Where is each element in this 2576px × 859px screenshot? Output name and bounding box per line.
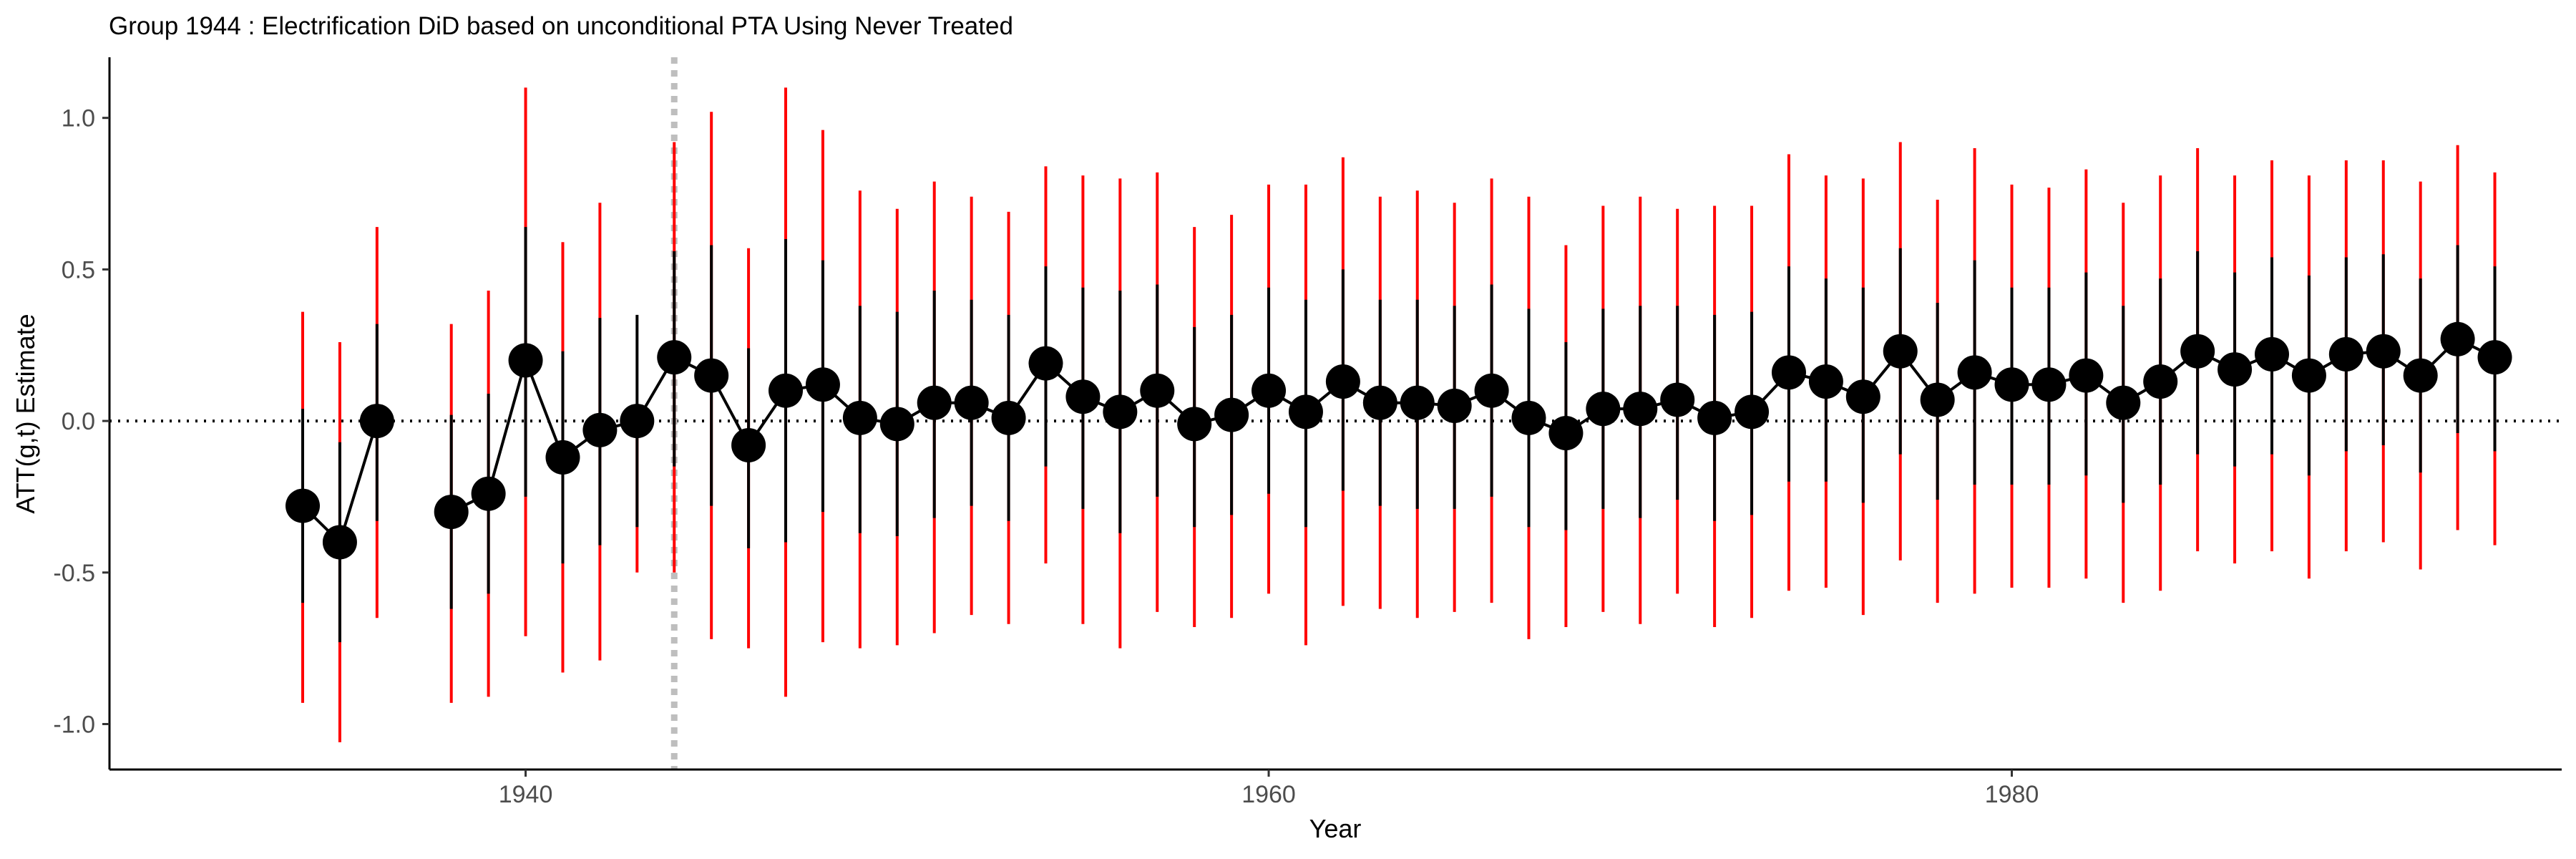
estimate-point	[1845, 379, 1880, 414]
estimate-point	[2180, 334, 2215, 369]
estimate-point	[769, 373, 804, 408]
estimate-point	[1771, 355, 1806, 390]
estimate-point	[1511, 400, 1546, 435]
estimate-point	[434, 495, 469, 530]
estimate-point	[879, 407, 914, 442]
x-axis-title: Year	[1309, 814, 1362, 843]
y-tick-label: -1.0	[53, 711, 95, 738]
estimate-point	[1214, 397, 1249, 432]
estimate-point	[2106, 385, 2141, 420]
plot-area	[109, 57, 2562, 770]
y-axis-title: ATT(g,t) Estimate	[11, 314, 40, 513]
x-tick-label: 1980	[1985, 781, 2039, 808]
y-axis-ticks: -1.0 -0.5 0.0 0.5 1.0	[53, 105, 109, 738]
estimate-point	[1325, 364, 1360, 399]
estimate-point	[2403, 358, 2438, 393]
estimate-point	[1660, 382, 1695, 417]
estimate-point	[731, 427, 766, 462]
y-tick-label: -0.5	[53, 560, 95, 587]
estimate-point	[2254, 336, 2289, 372]
estimate-point	[359, 404, 394, 439]
x-tick-label: 1940	[499, 781, 553, 808]
estimate-point	[1252, 373, 1287, 408]
estimate-point	[1957, 355, 1992, 390]
estimate-point	[1362, 385, 1397, 420]
estimate-point	[1028, 346, 1063, 381]
estimate-point	[620, 404, 655, 439]
estimate-point	[991, 400, 1026, 435]
estimate-point	[1400, 385, 1435, 420]
estimate-point	[805, 367, 840, 402]
estimate-point	[2328, 336, 2363, 372]
estimate-point	[1140, 373, 1175, 408]
estimate-point	[1623, 392, 1658, 427]
estimate-point	[1548, 416, 1584, 451]
estimate-point	[471, 476, 506, 511]
estimate-point	[1065, 379, 1101, 414]
chart-title: Group 1944 : Electrification DiD based o…	[109, 12, 1013, 40]
estimate-point	[1735, 394, 1770, 430]
estimate-point	[2477, 340, 2512, 375]
estimate-point	[582, 412, 618, 447]
estimate-point	[917, 385, 952, 420]
estimate-point	[1437, 388, 1472, 423]
estimate-point	[2031, 367, 2067, 402]
estimate-point	[322, 525, 357, 560]
estimate-point	[2291, 358, 2326, 393]
x-tick-label: 1960	[1241, 781, 1296, 808]
estimate-point	[842, 400, 877, 435]
estimate-point	[1697, 400, 1732, 435]
estimate-point	[1288, 394, 1323, 430]
estimate-point	[2143, 364, 2178, 399]
y-tick-label: 1.0	[62, 105, 95, 132]
estimate-point	[2218, 352, 2253, 387]
estimate-point	[2366, 334, 2401, 369]
estimate-point	[545, 440, 580, 475]
estimate-point	[1808, 364, 1843, 399]
estimate-point	[1103, 394, 1138, 430]
estimate-point	[694, 358, 729, 393]
y-tick-label: 0.0	[62, 408, 95, 435]
estimate-point	[286, 488, 321, 523]
x-axis-ticks: 1940 1960 1980	[499, 770, 2039, 808]
estimate-point	[954, 385, 989, 420]
estimate-point	[2440, 321, 2475, 356]
y-tick-label: 0.5	[62, 256, 95, 283]
estimate-point	[1994, 367, 2029, 402]
estimate-point	[657, 340, 692, 375]
estimate-point	[1586, 392, 1621, 427]
estimate-point	[2069, 358, 2104, 393]
estimate-point	[1474, 373, 1509, 408]
estimate-point	[1883, 334, 1918, 369]
estimate-point	[1920, 382, 1955, 417]
estimate-point	[1177, 407, 1212, 442]
estimate-point	[508, 343, 543, 378]
